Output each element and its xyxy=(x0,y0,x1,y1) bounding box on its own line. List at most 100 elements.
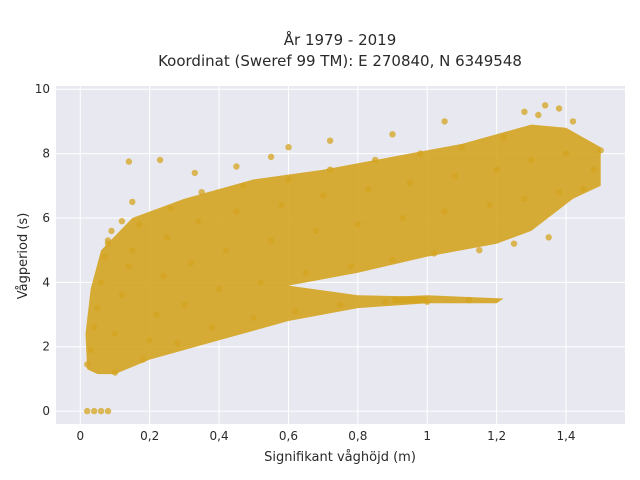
data-point xyxy=(510,240,518,247)
data-point xyxy=(424,298,431,305)
data-point xyxy=(174,340,181,347)
data-point xyxy=(372,156,379,164)
x-tick-label: 0 xyxy=(76,429,84,443)
y-tick-label: 6 xyxy=(42,211,50,225)
data-point xyxy=(302,269,309,276)
y-tick-label: 2 xyxy=(42,340,50,354)
data-point xyxy=(417,150,424,157)
data-point xyxy=(354,221,361,228)
data-point xyxy=(250,314,257,321)
data-point xyxy=(87,346,94,354)
data-point xyxy=(191,169,198,177)
data-point xyxy=(240,182,247,189)
point-cloud-tail xyxy=(392,295,504,304)
data-point xyxy=(535,111,542,119)
data-points xyxy=(84,102,604,415)
data-point xyxy=(222,247,230,254)
data-point xyxy=(337,301,344,309)
y-tick-label: 10 xyxy=(35,82,50,96)
data-point xyxy=(542,102,549,109)
data-point xyxy=(167,205,174,212)
data-point xyxy=(458,144,466,151)
y-tick-label: 4 xyxy=(42,275,50,289)
data-point xyxy=(129,247,136,254)
x-tick-label: 0,2 xyxy=(140,429,159,443)
data-point xyxy=(545,234,552,241)
data-point xyxy=(521,108,528,116)
data-point xyxy=(181,301,188,309)
y-axis-ticks: 0 2 4 6 8 10 xyxy=(35,82,50,418)
data-point xyxy=(292,308,299,315)
data-point xyxy=(146,337,153,344)
data-point xyxy=(139,356,146,363)
data-point xyxy=(521,195,528,202)
data-point xyxy=(267,237,275,244)
data-point xyxy=(104,407,112,415)
x-tick-label: 0,8 xyxy=(348,429,367,443)
data-point xyxy=(320,192,327,199)
data-point xyxy=(555,189,563,196)
data-point xyxy=(285,144,292,151)
data-point xyxy=(326,137,334,144)
data-point xyxy=(118,218,126,225)
point-cloud xyxy=(85,124,601,375)
data-point xyxy=(91,407,98,415)
data-point xyxy=(326,166,334,173)
data-point xyxy=(285,176,292,183)
data-point xyxy=(580,185,587,193)
x-tick-label: 0,6 xyxy=(279,429,298,443)
data-point xyxy=(562,150,570,157)
point-cloud-main xyxy=(85,124,601,375)
data-point xyxy=(313,227,320,235)
x-tick-label: 1,4 xyxy=(556,429,575,443)
data-point xyxy=(493,166,500,173)
data-point xyxy=(406,179,414,186)
data-point xyxy=(125,158,133,165)
data-point xyxy=(451,172,459,180)
data-point xyxy=(198,189,205,196)
data-point xyxy=(486,201,493,209)
data-point xyxy=(569,118,577,125)
y-axis-label: Vågperiod (s) xyxy=(16,213,31,300)
x-tick-label: 1 xyxy=(423,429,431,443)
data-point xyxy=(278,201,285,209)
data-point xyxy=(441,118,448,125)
data-point xyxy=(129,198,136,206)
data-point xyxy=(188,259,195,267)
data-point xyxy=(389,131,396,138)
data-point xyxy=(84,407,91,415)
data-point xyxy=(97,407,105,415)
data-point xyxy=(500,134,507,141)
data-point xyxy=(136,221,143,228)
data-point xyxy=(399,214,407,222)
data-point xyxy=(160,272,167,280)
data-point xyxy=(118,292,126,299)
data-point xyxy=(156,156,164,164)
data-point xyxy=(125,263,133,270)
x-axis-ticks: 0 0,2 0,4 0,6 0,8 1 1,2 1,4 xyxy=(76,429,575,443)
data-point xyxy=(590,166,597,173)
data-point xyxy=(208,324,216,331)
data-point xyxy=(476,247,483,254)
x-tick-label: 1,2 xyxy=(487,429,506,443)
data-point xyxy=(257,279,264,286)
data-point xyxy=(111,369,119,376)
data-point xyxy=(233,163,240,170)
data-point xyxy=(94,304,101,312)
y-tick-label: 8 xyxy=(42,147,50,161)
data-point xyxy=(195,218,202,225)
data-point xyxy=(111,330,119,338)
data-point xyxy=(389,256,396,263)
chart-title-line-1: År 1979 - 2019 xyxy=(284,30,397,49)
x-axis-label: Signifikant våghöjd (m) xyxy=(264,450,416,465)
data-point xyxy=(555,105,563,112)
chart-title-line-2: Koordinat (Sweref 99 TM): E 270840, N 63… xyxy=(158,52,522,70)
data-point xyxy=(528,156,535,164)
data-point xyxy=(267,153,275,160)
data-point xyxy=(153,311,160,318)
data-point xyxy=(104,240,112,247)
data-point xyxy=(91,324,98,331)
data-point xyxy=(84,361,91,368)
